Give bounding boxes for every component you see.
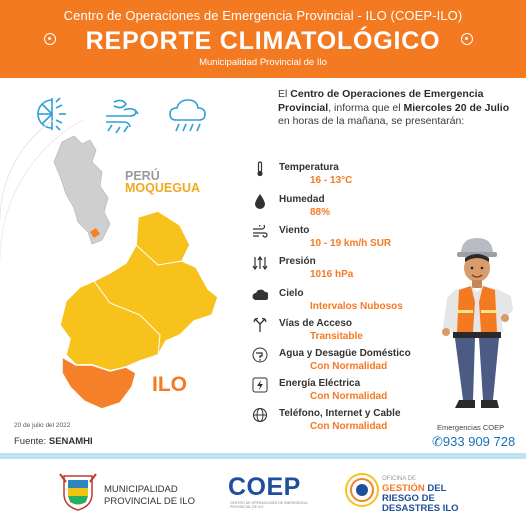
faucet-icon [252, 347, 268, 363]
footer-divider [0, 453, 526, 459]
muni-line-2: PROVINCIAL DE ILO [104, 496, 195, 507]
ogrd-name: OFICINA DE GESTIÓN DEL RIESGO DE DESASTR… [382, 474, 459, 514]
item-value: Con Normalidad [310, 361, 388, 372]
coep-logo-text: COEP [228, 473, 301, 501]
item-value: Transitable [310, 331, 363, 342]
pressure-icon [252, 255, 268, 271]
item-label: Teléfono, Internet y Cable [279, 408, 401, 419]
item-value: 10 - 19 km/h SUR [310, 238, 392, 249]
header-subtitle: Municipalidad Provincial de Ilo [199, 57, 327, 68]
road-icon [252, 317, 268, 333]
coep-logo-subtitle: CENTRO DE OPERACIONES DE EMERGENCIA PROV… [230, 501, 308, 509]
intro-text-1: El [278, 88, 291, 100]
muni-line-1: MUNICIPALIDAD [104, 484, 178, 495]
decorative-arcs [0, 120, 84, 261]
item-label: Vías de Acceso [279, 318, 353, 329]
item-label: Presión [279, 256, 316, 267]
ogrd-line-3: RIESGO DE [382, 493, 435, 504]
region-label: MOQUEGUA [125, 181, 200, 195]
phone-number: 933 909 728 [442, 434, 516, 449]
source-line: Fuente: SENAMHI [14, 436, 93, 447]
emergency-label: Emergencias COEP [437, 423, 505, 432]
municipality-name: MUNICIPALIDAD PROVINCIAL DE ILO [104, 484, 195, 508]
drop-icon [252, 193, 268, 209]
header-left-dot-icon [44, 33, 56, 45]
item-label: Cielo [279, 288, 304, 299]
snow-sun-icon [37, 97, 66, 131]
item-label: Temperatura [279, 162, 339, 173]
city-label: ILO [152, 373, 187, 396]
item-label: Energía Eléctrica [279, 378, 361, 389]
wind-rain-icon [106, 99, 139, 134]
footer-divider-dots [240, 454, 308, 458]
ilo-region-shape [61, 355, 137, 410]
peru-map [53, 135, 111, 245]
lightning-icon [252, 377, 268, 393]
item-value: Con Normalidad [310, 391, 388, 402]
item-value: 1016 hPa [310, 269, 354, 280]
header-org-line: Centro de Operaciones de Emergencia Prov… [63, 8, 463, 23]
intro-text-2: , informa que el [328, 101, 404, 114]
item-value: Con Normalidad [310, 421, 388, 432]
intro-date: Miercoles 20 de Julio [403, 101, 510, 114]
ogrd-line-1: OFICINA DE [382, 476, 417, 482]
safety-worker-illustration [442, 238, 513, 408]
item-value: Intervalos Nubosos [310, 301, 403, 312]
ogrd-line-4: DESASTRES ILO [382, 503, 459, 514]
emergency-phone: ✆933 909 728 [432, 434, 515, 450]
intro-paragraph: El Centro de Operaciones de Emergencia P… [278, 88, 513, 129]
item-label: Humedad [279, 194, 325, 205]
ogrd-line-2: GESTIÓN DEL [382, 484, 459, 494]
moquegua-map [59, 210, 219, 410]
item-label: Agua y Desagüe Doméstico [279, 348, 411, 359]
cloud-rain-icon [169, 99, 206, 132]
globe-icon [252, 407, 268, 423]
page-title: REPORTE CLIMATOLÓGICO [85, 27, 441, 55]
wind-icon [252, 224, 268, 240]
intro-org: Centro de Operaciones de Emergencia Prov… [278, 88, 484, 114]
source-label: Fuente: [14, 436, 49, 447]
intro-text-3: en horas de la mañana, se presentarán: [278, 115, 465, 127]
item-value: 88% [310, 207, 331, 218]
ogrd-circle-logo [345, 473, 379, 507]
country-label: PERÚ [125, 169, 160, 183]
cloud-icon [252, 287, 268, 303]
phone-icon: ✆ [432, 434, 443, 449]
municipal-shield-logo [59, 473, 97, 511]
item-label: Viento [279, 225, 310, 236]
weather-icons-row [37, 97, 206, 134]
ogrd-line-2a: GESTIÓN [382, 483, 425, 494]
header-right-dot-icon [461, 33, 473, 45]
source-value: SENAMHI [48, 436, 93, 447]
item-value: 16 - 13°C [310, 175, 353, 186]
header-banner: Centro de Operaciones de Emergencia Prov… [0, 0, 526, 78]
thermometer-icon [252, 161, 268, 177]
report-date: 20 de julio del 2022 [14, 422, 71, 429]
moquegua-region-shape [59, 210, 219, 372]
ogrd-line-2b: DEL [424, 483, 447, 494]
